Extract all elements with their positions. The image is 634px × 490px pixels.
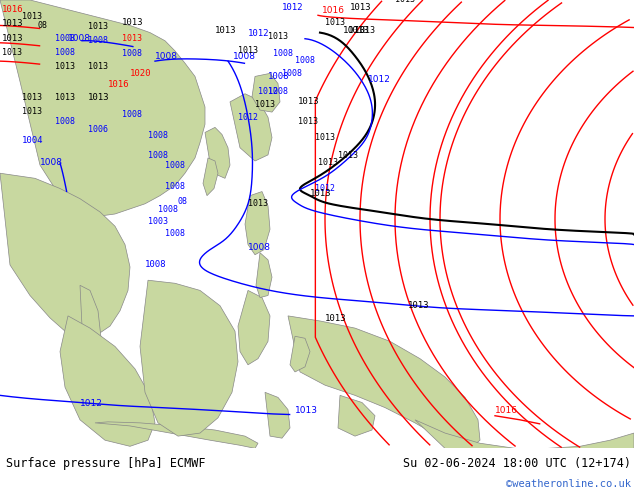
Text: 1013: 1013 — [55, 62, 75, 71]
Text: 1013: 1013 — [310, 189, 332, 197]
Text: 1008: 1008 — [148, 151, 168, 160]
Text: 1013: 1013 — [315, 133, 335, 142]
Text: 1008: 1008 — [268, 73, 290, 81]
Polygon shape — [265, 392, 290, 438]
Text: 1013: 1013 — [55, 93, 75, 102]
Text: 1013: 1013 — [122, 19, 143, 27]
Text: 1008: 1008 — [148, 130, 168, 140]
Text: 1016: 1016 — [322, 6, 345, 15]
Text: 1003: 1003 — [148, 217, 168, 226]
Text: 1008: 1008 — [55, 34, 75, 43]
Text: 1012: 1012 — [248, 28, 269, 38]
Text: 1012: 1012 — [258, 87, 278, 96]
Text: 1008: 1008 — [88, 36, 108, 45]
Text: 1013: 1013 — [355, 25, 375, 35]
Text: 1012: 1012 — [368, 74, 391, 83]
Text: 1013: 1013 — [325, 19, 345, 27]
Text: 1016: 1016 — [495, 406, 518, 415]
Polygon shape — [256, 253, 272, 297]
Polygon shape — [338, 395, 375, 436]
Text: 1013: 1013 — [248, 199, 268, 208]
Text: 1013: 1013 — [343, 25, 366, 35]
Text: 1013: 1013 — [298, 117, 318, 126]
Text: 08: 08 — [178, 197, 188, 206]
Text: 1008: 1008 — [40, 158, 63, 167]
Text: 1013: 1013 — [338, 151, 358, 160]
Text: 1008: 1008 — [282, 70, 302, 78]
Text: 1013: 1013 — [22, 93, 42, 102]
Text: 1008: 1008 — [233, 52, 256, 61]
Polygon shape — [0, 173, 130, 338]
Polygon shape — [238, 291, 270, 365]
Text: 1004: 1004 — [22, 136, 44, 145]
Text: 1008: 1008 — [155, 52, 178, 61]
Polygon shape — [288, 316, 480, 448]
Text: 1012: 1012 — [80, 398, 103, 408]
Text: Surface pressure [hPa] ECMWF: Surface pressure [hPa] ECMWF — [6, 457, 206, 469]
Polygon shape — [230, 94, 272, 161]
Text: 1013: 1013 — [348, 25, 370, 35]
Text: 1008: 1008 — [145, 260, 167, 269]
Text: 1006: 1006 — [88, 125, 108, 134]
Text: 1008: 1008 — [165, 181, 185, 191]
Text: 1013: 1013 — [22, 107, 42, 116]
Text: 1013: 1013 — [88, 62, 108, 71]
Polygon shape — [252, 74, 280, 112]
Text: 1016: 1016 — [2, 5, 23, 14]
Text: 1013: 1013 — [408, 301, 429, 310]
Text: 1008: 1008 — [122, 110, 142, 119]
Polygon shape — [205, 127, 230, 178]
Text: 1008: 1008 — [122, 49, 142, 58]
Text: 1008: 1008 — [55, 117, 75, 126]
Text: 1013: 1013 — [2, 34, 23, 43]
Text: 1013: 1013 — [238, 46, 258, 55]
Polygon shape — [80, 285, 102, 408]
Text: 1008: 1008 — [55, 48, 75, 57]
Polygon shape — [140, 280, 238, 436]
Text: 1020: 1020 — [130, 70, 152, 78]
Text: 1013: 1013 — [2, 48, 22, 57]
Text: 1013: 1013 — [350, 3, 372, 12]
Text: 1012: 1012 — [238, 113, 258, 122]
Text: 1013: 1013 — [395, 0, 415, 4]
Text: ©weatheronline.co.uk: ©weatheronline.co.uk — [506, 479, 631, 489]
Text: 1008: 1008 — [273, 49, 293, 58]
Polygon shape — [203, 158, 218, 196]
Polygon shape — [290, 336, 310, 372]
Text: Su 02-06-2024 18:00 UTC (12+174): Su 02-06-2024 18:00 UTC (12+174) — [403, 457, 631, 469]
Text: 1013: 1013 — [318, 158, 338, 167]
Polygon shape — [60, 316, 155, 446]
Text: 1013: 1013 — [298, 97, 320, 106]
Text: 1012: 1012 — [282, 3, 304, 12]
Polygon shape — [0, 0, 205, 216]
Text: 1013: 1013 — [295, 406, 318, 415]
Text: 08: 08 — [38, 21, 48, 29]
Text: 1013: 1013 — [325, 314, 347, 323]
Text: 1013: 1013 — [88, 93, 110, 102]
Text: 1008: 1008 — [158, 205, 178, 214]
Polygon shape — [95, 422, 258, 448]
Text: 1013: 1013 — [122, 34, 142, 43]
Text: 1013: 1013 — [255, 100, 275, 109]
Text: 1013: 1013 — [88, 22, 108, 30]
Text: 1008: 1008 — [268, 87, 288, 96]
Text: 1008: 1008 — [68, 34, 91, 43]
Polygon shape — [415, 420, 634, 448]
Text: 1008: 1008 — [165, 229, 185, 239]
Text: 1012: 1012 — [315, 184, 335, 193]
Text: 1016: 1016 — [108, 79, 129, 89]
Text: 1013: 1013 — [268, 32, 288, 41]
Text: 1008: 1008 — [165, 161, 185, 170]
Text: 1013: 1013 — [22, 12, 42, 22]
Text: 1008: 1008 — [248, 243, 271, 252]
Polygon shape — [245, 192, 270, 255]
Text: 1013: 1013 — [2, 20, 23, 28]
Text: 1013: 1013 — [215, 25, 236, 35]
Text: 1008: 1008 — [295, 56, 315, 65]
